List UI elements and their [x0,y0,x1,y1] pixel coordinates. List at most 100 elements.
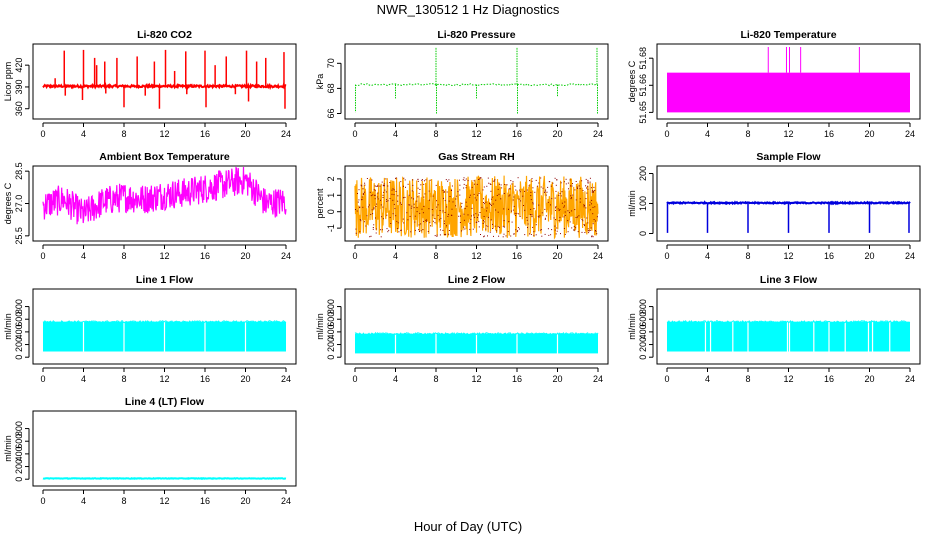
x-tick-label: 0 [352,374,357,384]
data-point [526,189,528,191]
data-point [417,179,419,181]
data-point [452,201,454,203]
data-point [587,186,589,188]
panel-ylabel: ml/min [627,190,637,217]
data-point [389,217,391,218]
data-point [589,230,591,231]
data-point [375,217,376,219]
x-tick-label: 20 [240,129,250,139]
data-point [581,180,583,182]
data-point [393,194,395,196]
data-point [547,228,549,230]
panel-title: Line 2 Flow [448,274,506,286]
data-point [515,189,517,191]
y-tick-label: 51.68 [638,47,648,70]
data-point [558,210,560,211]
data-point [417,196,419,198]
data-point [511,210,512,212]
x-tick-label: 24 [281,374,291,384]
data-point [531,216,533,218]
data-point [392,188,394,190]
data-point [497,226,499,228]
data-point [516,231,518,233]
data-point [374,194,376,196]
data-point [589,201,591,203]
data-point [411,190,413,192]
data-point [440,217,442,219]
data-point [408,194,410,196]
data-point [589,209,591,211]
y-tick-label: 600 [638,312,648,327]
data-point [526,219,528,221]
data-series [42,82,287,91]
data-point [504,184,506,185]
data-point [542,187,544,189]
data-point [564,205,565,207]
data-point [355,228,357,230]
data-point [554,177,556,179]
data-point [531,180,533,182]
data-point [387,231,389,233]
data-point [376,196,378,198]
panel-title: Li-820 Temperature [740,29,836,41]
y-tick-label: 0 [326,355,336,360]
data-point [379,229,381,231]
data-point [558,220,560,222]
data-point [419,189,421,190]
data-point [497,188,499,190]
data-point [373,207,375,209]
data-point [575,181,577,182]
data-point [372,228,374,230]
x-tick-label: 0 [664,129,669,139]
x-tick-label: 24 [905,129,915,139]
data-point [593,219,595,220]
data-point [489,183,491,185]
data-point [464,228,466,230]
x-tick-label: 0 [40,251,45,261]
data-point [511,183,513,185]
data-point [478,214,480,216]
data-point [476,199,477,201]
data-point [496,195,498,196]
x-tick-label: 4 [393,374,398,384]
data-point [571,227,573,229]
data-point [394,208,396,209]
data-point [373,208,375,210]
data-point [595,230,597,232]
data-point [363,221,365,223]
x-tick-label: 8 [433,251,438,261]
data-point [367,206,369,208]
data-point [425,179,427,181]
x-tick-label: 4 [393,251,398,261]
data-point [510,180,512,182]
data-point [563,206,565,208]
data-point [461,206,462,208]
y-tick-label: 28.5 [14,162,24,180]
data-point [477,194,479,196]
data-point [462,179,464,181]
data-point [544,218,546,220]
data-point [527,227,528,228]
data-point [583,224,585,225]
data-point [473,183,475,185]
panel-6: Sample Flow ml/min 0 4 8 12 16 20 24 0 100 200 [627,151,921,261]
y-tick-label: 600 [14,312,24,327]
data-point [560,233,561,235]
plot-frame [32,43,297,120]
figure-title: NWR_130512 1 Hz Diagnostics [377,2,560,17]
data-point [421,208,423,210]
data-point [502,225,504,227]
data-point [554,225,556,227]
data-point [360,184,362,186]
data-point [540,177,542,179]
data-point [487,177,489,179]
data-point [432,214,434,216]
data-point [364,182,366,184]
data-point [444,200,446,202]
data-point [469,196,471,198]
y-tick-label: 0 [638,355,648,360]
data-point [408,204,410,206]
data-point [514,214,516,216]
data-point [514,212,516,214]
data-point [443,223,445,225]
